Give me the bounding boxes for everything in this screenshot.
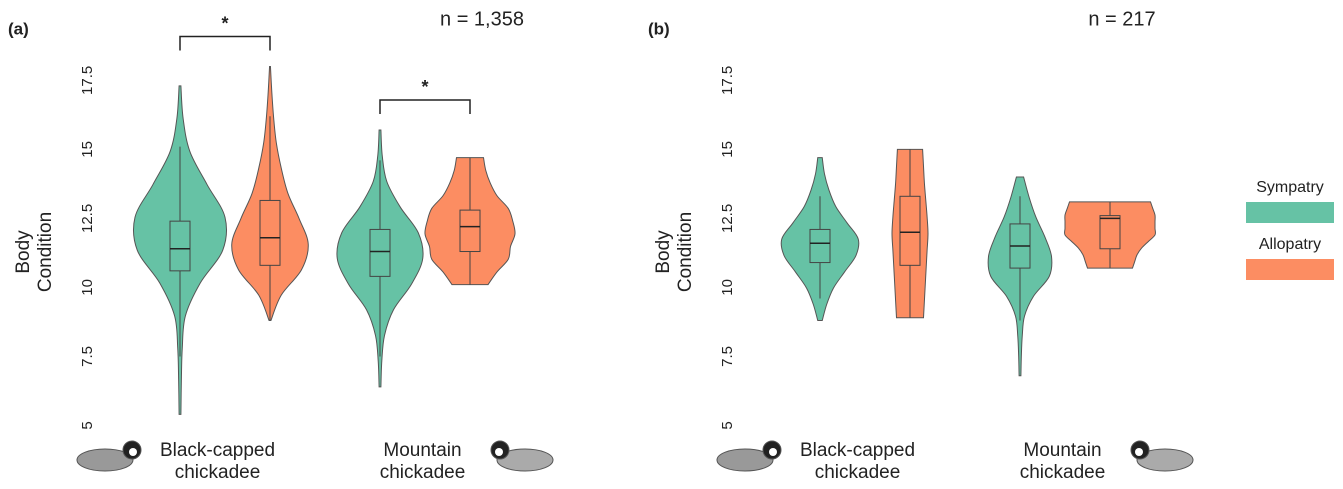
y-tick-label: 7.5 [79,346,96,367]
y-tick-label: 10 [79,279,96,296]
y-tick-label: 12.5 [79,204,96,233]
y-tick-label: 5 [719,421,736,429]
box [809,228,831,264]
significance-label: * [421,77,428,97]
legend-swatch [1246,202,1334,223]
y-axis-label: Body Condition [653,211,696,293]
y-tick-label: 17.5 [719,66,736,95]
violin [424,157,516,286]
x-tick-label: Black-capped chickadee [799,440,916,483]
x-tick-label: Mountain chickadee [1019,440,1106,483]
legend-swatch [1246,259,1334,280]
box [169,220,191,272]
y-axis-label: Body Condition [13,211,56,293]
violin [780,157,860,322]
y-tick-label: 5 [79,421,96,429]
significance-label: * [221,13,228,33]
panel-label: (a) [8,19,29,38]
legend-label: Sympatry [1256,179,1324,196]
y-tick-label: 7.5 [719,346,736,367]
y-tick-label: 12.5 [719,204,736,233]
box [899,195,921,266]
y-tick-label: 17.5 [79,66,96,95]
x-tick-label: Black-capped chickadee [159,440,276,483]
sample-size: n = 1,358 [440,8,524,30]
y-tick-label: 15 [719,141,736,158]
y-tick-label: 15 [79,141,96,158]
sample-size: n = 217 [1088,8,1155,30]
violin [891,148,929,319]
significance-bracket [379,99,471,115]
legend-label: Allopatry [1259,236,1321,253]
x-tick-label: Mountain chickadee [379,440,466,483]
box [1099,215,1121,250]
box [459,209,481,253]
violin [1064,201,1156,269]
violin [132,85,228,415]
bird-icon [76,440,1194,472]
y-tick-label: 10 [719,279,736,296]
box [369,228,391,277]
box [259,199,281,266]
panel-label: (b) [648,19,670,38]
significance-bracket [179,35,271,51]
violin [336,129,424,388]
